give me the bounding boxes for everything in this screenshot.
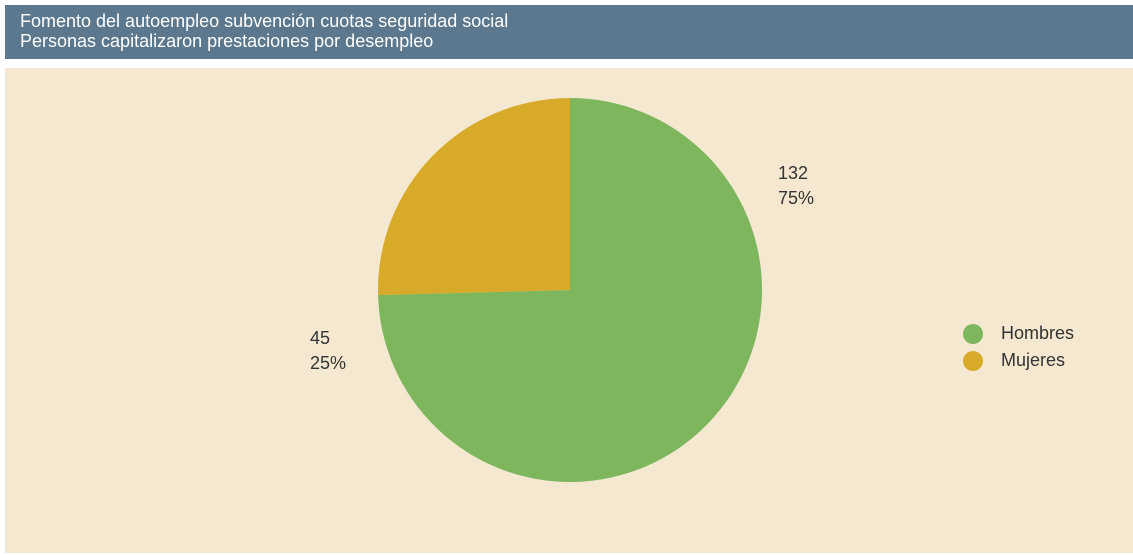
value-label-hombres: 132 (778, 163, 809, 183)
chart-subtitle: Personas capitalizaron prestaciones por … (20, 31, 434, 51)
percent-label-hombres: 75% (778, 188, 815, 208)
chart-title: Fomento del autoempleo subvención cuotas… (20, 11, 509, 31)
pie-chart (378, 98, 763, 483)
chart-legend: Hombres Mujeres (963, 320, 1074, 374)
data-label-hombres: 132 75% (778, 161, 814, 211)
legend-label-mujeres: Mujeres (1001, 350, 1066, 370)
legend-swatch-mujeres (963, 350, 983, 371)
percent-label-mujeres: 25% (310, 353, 347, 373)
chart-panel: 132 75% 45 25% Hombres Mujeres (5, 68, 1133, 553)
pie-slice-mujeres (378, 98, 570, 296)
pie-slice-hombres (378, 98, 763, 483)
legend-item-hombres: Hombres (963, 320, 1074, 347)
data-label-mujeres: 45 25% (310, 326, 346, 376)
legend-swatch-hombres (963, 323, 983, 344)
legend-label-hombres: Hombres (1001, 323, 1075, 343)
chart-header: Fomento del autoempleo subvención cuotas… (5, 5, 1133, 59)
value-label-mujeres: 45 (310, 328, 331, 348)
legend-item-mujeres: Mujeres (963, 347, 1074, 374)
